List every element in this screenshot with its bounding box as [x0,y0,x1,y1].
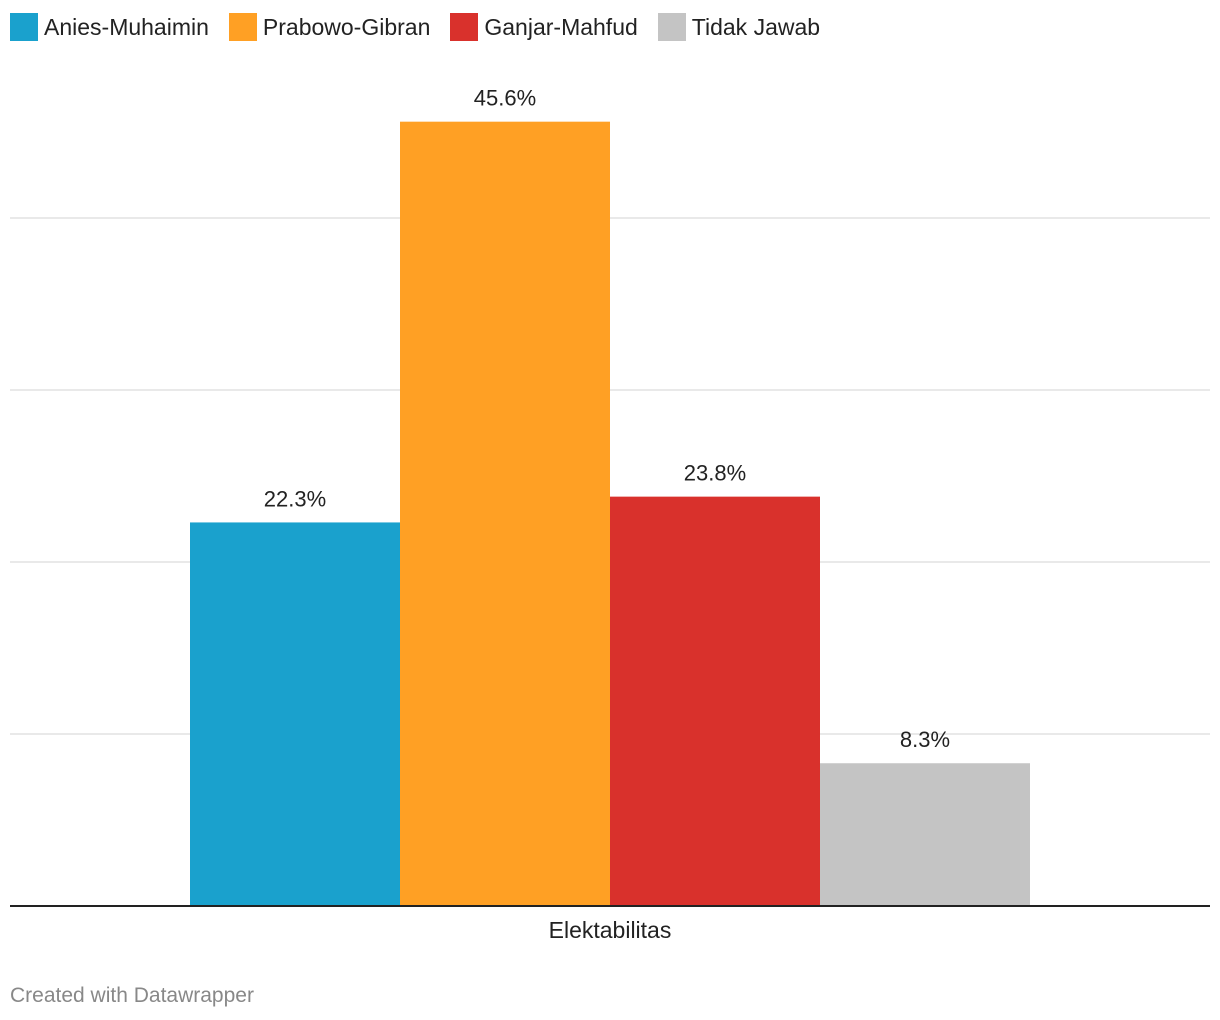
bar-ganjar-mahfud[interactable] [610,496,820,906]
legend-label-prabowo-gibran: Prabowo-Gibran [262,13,431,40]
data-label-ganjar-mahfud: 23.8% [684,461,746,486]
legend-swatch-anies-muhaimin [10,13,38,41]
legend-label-tidak-jawab: Tidak Jawab [691,13,821,40]
data-label-tidak-jawab: 8.3% [900,727,950,752]
legend-label-anies-muhaimin: Anies-Muhaimin [44,13,209,40]
legend-item-prabowo-gibran[interactable]: Prabowo-Gibran [228,13,431,41]
bar-tidak-jawab[interactable] [820,763,1030,906]
legend-item-tidak-jawab[interactable]: Tidak Jawab [657,13,821,41]
legend-swatch-prabowo-gibran [228,13,257,41]
legend-label-ganjar-mahfud: Ganjar-Mahfud [484,13,638,40]
data-label-anies-muhaimin: 22.3% [264,486,326,511]
legend-swatch-tidak-jawab [657,13,686,41]
bar-anies-muhaimin[interactable] [190,522,400,906]
chart-legend: Anies-Muhaimin Prabowo-Gibran Ganjar-Mah… [10,11,840,43]
legend-item-ganjar-mahfud[interactable]: Ganjar-Mahfud [450,13,638,41]
data-label-prabowo-gibran: 45.6% [474,86,536,111]
legend-swatch-ganjar-mahfud [450,13,479,41]
datawrapper-credit[interactable]: Created with Datawrapper [10,984,254,1007]
legend-item-anies-muhaimin[interactable]: Anies-Muhaimin [10,13,209,41]
x-axis-category-label: Elektabilitas [549,917,672,943]
bar-prabowo-gibran[interactable] [400,121,610,907]
